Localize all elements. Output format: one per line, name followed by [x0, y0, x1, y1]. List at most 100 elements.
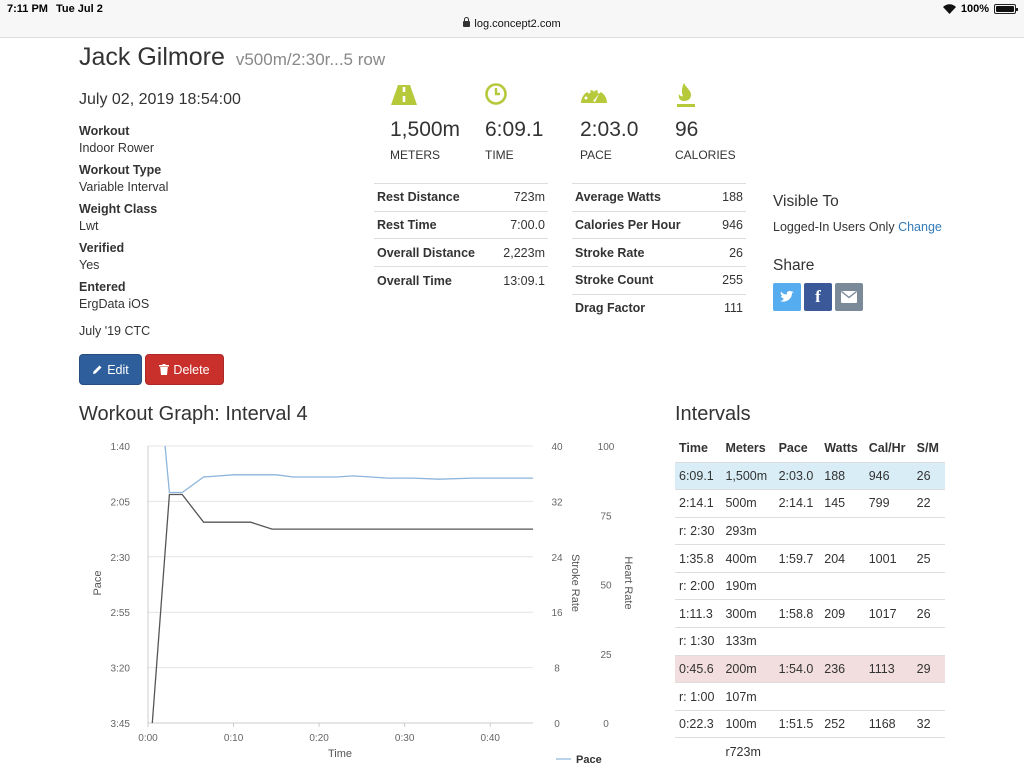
interval-row: r723m [675, 737, 945, 766]
table-row: Drag Factor 111 [572, 293, 746, 322]
stroke-rate-tick-label: 40 [551, 442, 563, 453]
interval-cell: 1,500m [721, 461, 775, 490]
interval-cell: 293m [721, 516, 775, 545]
workout-type-label: Workout Type [79, 163, 162, 177]
page-title: Jack Gilmore v500m/2:30r...5 row [79, 43, 385, 72]
interval-cell [912, 737, 945, 766]
chart-grid [147, 445, 533, 727]
interval-cell: 1:11.3 [675, 599, 722, 628]
share-twitter-button[interactable] [773, 283, 801, 311]
stroke-rate-tick-label: 8 [554, 664, 560, 675]
speedometer-icon [581, 88, 607, 103]
interval-cell: 1017 [864, 599, 913, 628]
y-axis-label-heart-rate: Heart Rate [622, 556, 634, 609]
heart-rate-tick-label: 50 [600, 581, 612, 592]
table-row: Average Watts 188 [572, 183, 746, 212]
visibility-setting: Logged-In Users Only Change [773, 220, 942, 234]
stat-meters: 1,500m METERS [390, 82, 480, 162]
x-tick-label: 0:30 [395, 733, 415, 744]
calories-caption: CALORIES [675, 148, 736, 162]
interval-cell [820, 516, 865, 545]
x-tick-label: 0:20 [309, 733, 329, 744]
intervals-title: Intervals [675, 403, 751, 425]
trash-icon [159, 364, 170, 375]
interval-cell [675, 737, 722, 766]
meters-caption: METERS [390, 148, 441, 162]
interval-cell [820, 571, 865, 600]
row-value: 13:09.1 [493, 266, 548, 295]
challenge-label: July '19 CTC [79, 324, 151, 338]
interval-cell: 1:59.7 [774, 544, 821, 573]
lock-icon [463, 17, 471, 27]
pace-value: 2:03.0 [580, 118, 639, 141]
interval-cell: r: 1:00 [675, 682, 722, 711]
delete-button-label: Delete [173, 362, 210, 377]
interval-row: 0:45.6 200m 1:54.0 236 1113 29 [675, 654, 945, 683]
time-caption: TIME [485, 148, 514, 162]
interval-cell: 29 [912, 654, 945, 683]
edit-button[interactable]: Edit [79, 354, 142, 385]
row-label: Rest Time [374, 210, 494, 239]
status-date: Tue Jul 2 [56, 3, 103, 15]
interval-cell [864, 627, 913, 656]
interval-cell: 26 [912, 461, 945, 490]
interval-row: r: 1:00 107m [675, 682, 945, 711]
row-label: Overall Time [374, 266, 494, 295]
column-header: S/M [916, 440, 939, 455]
envelope-icon [841, 291, 857, 303]
interval-cell: 1113 [864, 654, 913, 683]
pace-tick-label: 1:40 [111, 442, 131, 453]
interval-row: 6:09.1 1,500m 2:03.0 188 946 26 [675, 461, 945, 490]
share-facebook-button[interactable]: f [804, 283, 832, 311]
share-email-button[interactable] [835, 283, 863, 311]
stroke-rate-tick-label: 24 [551, 553, 563, 564]
x-tick-label: 0:10 [224, 733, 244, 744]
stat-time: 6:09.1 TIME [485, 82, 575, 162]
entered-label: Entered [79, 280, 126, 294]
interval-cell [774, 627, 821, 656]
edit-button-label: Edit [107, 362, 129, 377]
interval-cell [820, 682, 865, 711]
intervals-table: Time Meters Pace Watts Cal/Hr S/M 6:09.1 1,500… [675, 434, 945, 766]
row-value: 111 [712, 293, 746, 322]
row-label: Rest Distance [374, 183, 494, 212]
stroke-rate-tick-label: 16 [551, 608, 563, 619]
interval-cell: 25 [912, 544, 945, 573]
interval-cell: 6:09.1 [675, 461, 722, 490]
interval-cell: 799 [864, 489, 913, 518]
facebook-icon: f [815, 287, 821, 306]
column-header: Cal/Hr [868, 440, 906, 455]
chart-lines [151, 445, 533, 724]
heart-rate-tick-label: 0 [603, 719, 609, 730]
interval-cell: 2:03.0 [774, 461, 821, 490]
interval-cell: 26 [912, 599, 945, 628]
address-bar[interactable]: log.concept2.com [0, 17, 1024, 30]
athlete-name: Jack Gilmore [79, 43, 225, 71]
interval-cell [912, 516, 945, 545]
interval-cell: 500m [721, 489, 775, 518]
entered-value: ErgData iOS [79, 297, 150, 311]
road-icon [391, 85, 417, 105]
interval-cell: 145 [820, 489, 865, 518]
stat-calories: 96 CALORIES [675, 82, 765, 162]
change-visibility-link[interactable]: Change [898, 220, 942, 234]
interval-cell: r: 1:30 [675, 627, 722, 656]
delete-button[interactable]: Delete [145, 354, 224, 385]
calories-value: 96 [675, 118, 699, 141]
y-axis-label-stroke-rate: Stroke Rate [569, 554, 581, 612]
heart-rate-tick-label: 100 [598, 442, 615, 453]
interval-cell: 1:54.0 [774, 654, 821, 683]
row-label: Drag Factor [572, 293, 713, 322]
pace-tick-label: 2:05 [111, 497, 131, 508]
interval-cell: 1:35.8 [675, 544, 722, 573]
interval-cell: 252 [820, 709, 865, 738]
interval-cell: 0:45.6 [675, 654, 722, 683]
workout-chart: 1:40 2:05 2:30 2:55 3:20 3:45 40 32 24 16 8 0 100 75 5… [92, 442, 634, 766]
verified-label: Verified [79, 241, 125, 255]
interval-cell: 1:58.8 [774, 599, 821, 628]
column-header: Pace [778, 440, 808, 455]
interval-cell: 32 [912, 709, 945, 738]
heart-rate-tick-label: 75 [600, 511, 612, 522]
interval-cell [774, 571, 821, 600]
interval-cell [912, 627, 945, 656]
